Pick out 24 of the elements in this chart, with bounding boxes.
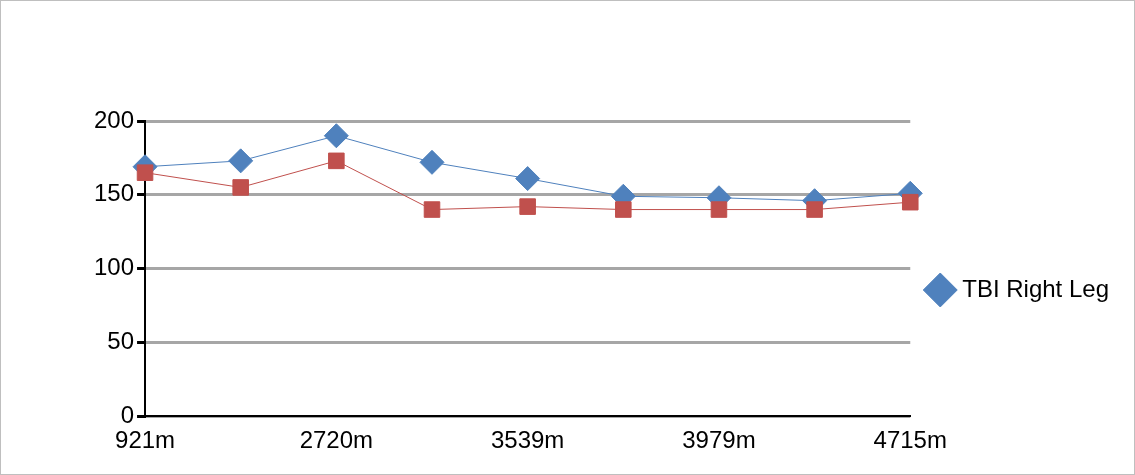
x-tick-label: 2720m: [299, 426, 374, 454]
point: [423, 201, 441, 218]
point: [901, 193, 919, 211]
point: [228, 148, 254, 174]
point: [323, 123, 349, 149]
point: [519, 198, 536, 215]
point: [419, 149, 445, 175]
point: [615, 201, 632, 218]
legend-label: TBI Right Leg: [962, 274, 1110, 302]
y-tick-label: 100: [94, 253, 135, 281]
y-tick-label: 50: [107, 327, 135, 355]
x-tick-label: 4715m: [873, 426, 947, 454]
y-tick-label: 0: [120, 400, 135, 428]
y-tick-label: 150: [94, 179, 135, 207]
point: [806, 201, 823, 218]
point: [136, 164, 154, 181]
x-tick-label: 3979m: [682, 426, 756, 454]
point: [232, 179, 249, 196]
x-tick-label: 3539m: [490, 426, 565, 454]
point: [515, 166, 541, 192]
point: [328, 152, 345, 170]
x-tick-label: 921m: [115, 426, 176, 454]
point: [710, 201, 728, 218]
y-tick-label: 200: [94, 105, 135, 133]
